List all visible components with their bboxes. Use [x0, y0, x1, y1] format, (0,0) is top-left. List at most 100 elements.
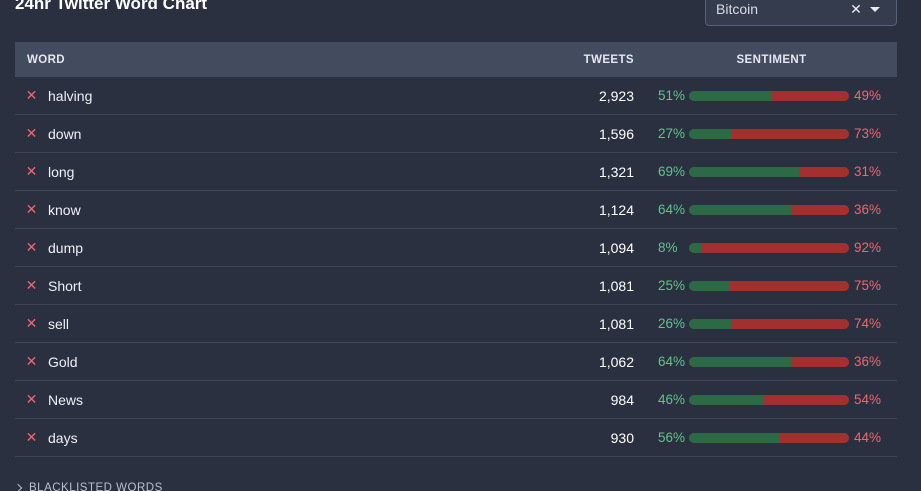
sentiment-bar-positive: [689, 128, 733, 139]
row-tweet-count: 930: [610, 429, 634, 446]
positive-percent: 25%: [658, 278, 686, 293]
caret-down-icon[interactable]: [870, 6, 880, 12]
sentiment-bar-positive: [689, 356, 792, 367]
close-icon[interactable]: ✕: [25, 391, 38, 407]
row-word[interactable]: News: [48, 391, 84, 408]
row-sentiment: 64% 36%: [634, 354, 897, 369]
table-row: ✕ know 1,124 64% 36%: [15, 191, 897, 229]
blacklisted-words-label: BLACKLISTED WORDS: [29, 482, 163, 491]
sentiment-bar-negative: [770, 90, 849, 101]
table-header: WORD TWEETS SENTIMENT: [15, 42, 897, 77]
row-sentiment: 69% 31%: [634, 164, 897, 179]
row-tweet-count: 1,321: [598, 163, 634, 180]
close-icon[interactable]: ✕: [25, 163, 38, 179]
negative-percent: 36%: [853, 202, 881, 217]
sentiment-bar: [689, 90, 849, 101]
table-row: ✕ days 930 56% 44%: [15, 419, 897, 457]
sentiment-bar: [689, 204, 849, 215]
sentiment-bar: [689, 356, 849, 367]
positive-percent: 69%: [658, 164, 686, 179]
row-tweet-count: 1,081: [598, 277, 634, 294]
close-icon[interactable]: ✕: [25, 315, 38, 331]
sentiment-bar-positive: [689, 280, 729, 291]
sentiment-bar-positive: [689, 318, 731, 329]
sentiment-bar-negative: [791, 356, 849, 367]
word-table: WORD TWEETS SENTIMENT ✕ halving 2,923 51% 49…: [15, 42, 897, 457]
table-row: ✕ Gold 1,062 64% 36%: [15, 343, 897, 381]
page-title: 24hr Twitter Word Chart: [15, 0, 208, 13]
table-body: ✕ halving 2,923 51% 49% ✕ down 1,596 27% 73% ✕ long…: [15, 77, 897, 457]
sentiment-bar-positive: [689, 242, 702, 253]
table-row: ✕ Short 1,081 25% 75%: [15, 267, 897, 305]
coin-select-value: Bitcoin: [716, 1, 759, 17]
negative-percent: 73%: [853, 126, 881, 141]
sentiment-bar: [689, 280, 849, 291]
row-word[interactable]: down: [48, 125, 82, 142]
close-icon[interactable]: ✕: [25, 201, 38, 217]
blacklisted-words-toggle[interactable]: BLACKLISTED WORDS: [13, 482, 163, 491]
row-word[interactable]: Short: [48, 277, 82, 294]
sentiment-bar-negative: [730, 318, 849, 329]
table-row: ✕ dump 1,094 8% 92%: [15, 229, 897, 267]
negative-percent: 74%: [853, 316, 881, 331]
row-word[interactable]: halving: [48, 87, 93, 104]
row-word[interactable]: dump: [48, 239, 84, 256]
row-word[interactable]: days: [48, 429, 78, 446]
sentiment-bar-negative: [791, 204, 849, 215]
row-tweet-count: 1,596: [598, 125, 634, 142]
row-tweet-count: 1,081: [598, 315, 634, 332]
sentiment-bar-negative: [778, 432, 849, 443]
row-sentiment: 46% 54%: [634, 392, 897, 407]
positive-percent: 51%: [658, 88, 686, 103]
sentiment-bar: [689, 242, 849, 253]
sentiment-bar-negative: [701, 242, 849, 253]
column-header-word[interactable]: WORD: [27, 53, 66, 66]
positive-percent: 64%: [658, 354, 686, 369]
positive-percent: 26%: [658, 316, 686, 331]
row-sentiment: 25% 75%: [634, 278, 897, 293]
row-sentiment: 27% 73%: [634, 126, 897, 141]
sentiment-bar-negative: [799, 166, 849, 177]
sentiment-bar: [689, 318, 849, 329]
table-row: ✕ halving 2,923 51% 49%: [15, 77, 897, 115]
column-header-tweets[interactable]: TWEETS: [583, 53, 634, 66]
sentiment-bar-negative: [762, 394, 849, 405]
positive-percent: 8%: [658, 240, 678, 255]
table-row: ✕ down 1,596 27% 73%: [15, 115, 897, 153]
positive-percent: 46%: [658, 392, 686, 407]
row-tweet-count: 984: [610, 391, 634, 408]
close-icon[interactable]: ✕: [850, 0, 862, 17]
row-word[interactable]: know: [48, 201, 81, 218]
sentiment-bar: [689, 394, 849, 405]
negative-percent: 92%: [853, 240, 881, 255]
close-icon[interactable]: ✕: [25, 125, 38, 141]
close-icon[interactable]: ✕: [25, 353, 38, 369]
sentiment-bar: [689, 128, 849, 139]
sentiment-bar-positive: [689, 204, 792, 215]
row-sentiment: 8% 92%: [634, 240, 897, 255]
sentiment-bar-positive: [689, 166, 800, 177]
column-header-sentiment[interactable]: SENTIMENT: [736, 53, 807, 66]
row-word[interactable]: long: [48, 163, 75, 180]
row-word[interactable]: Gold: [48, 353, 78, 370]
negative-percent: 31%: [853, 164, 881, 179]
sentiment-bar-negative: [729, 280, 849, 291]
table-row: ✕ sell 1,081 26% 74%: [15, 305, 897, 343]
close-icon[interactable]: ✕: [25, 87, 38, 103]
negative-percent: 36%: [853, 354, 881, 369]
table-row: ✕ long 1,321 69% 31%: [15, 153, 897, 191]
sentiment-bar: [689, 432, 849, 443]
close-icon[interactable]: ✕: [25, 277, 38, 293]
sentiment-bar-positive: [689, 432, 779, 443]
row-tweet-count: 2,923: [598, 87, 634, 104]
close-icon[interactable]: ✕: [25, 239, 38, 255]
negative-percent: 49%: [853, 88, 881, 103]
row-sentiment: 64% 36%: [634, 202, 897, 217]
negative-percent: 75%: [853, 278, 881, 293]
negative-percent: 44%: [853, 430, 881, 445]
close-icon[interactable]: ✕: [25, 429, 38, 445]
row-sentiment: 51% 49%: [634, 88, 897, 103]
table-row: ✕ News 984 46% 54%: [15, 381, 897, 419]
row-word[interactable]: sell: [48, 315, 70, 332]
coin-select[interactable]: Bitcoin ✕: [705, 0, 897, 26]
